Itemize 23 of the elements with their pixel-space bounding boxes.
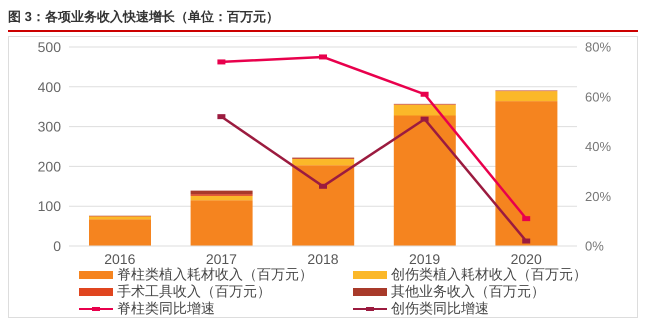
y-tick-label: 200 (38, 158, 62, 174)
x-tick-label: 2018 (307, 250, 339, 267)
legend-label: 手术工具收入（百万元） (117, 283, 271, 300)
x-tick-label: 2016 (104, 250, 136, 267)
y2-tick-label: 0% (585, 238, 604, 254)
legend-label: 创伤类同比增速 (391, 300, 489, 317)
x-tick-label: 2017 (206, 250, 238, 267)
y2-tick-label: 40% (585, 139, 612, 154)
y-tick-label: 500 (38, 38, 62, 55)
y2-tick-label: 60% (585, 89, 612, 104)
x-tick-label: 2020 (510, 250, 542, 267)
y2-tick-label: 80% (585, 40, 612, 55)
x-tick-label: 2019 (409, 250, 440, 267)
legend-label: 其他业务收入（百万元） (391, 283, 545, 300)
y-tick-label: 300 (38, 118, 62, 135)
y2-tick-label: 20% (585, 188, 612, 204)
chart-title: 图 3：各项业务收入快速增长（单位：百万元） (8, 8, 638, 32)
legend-label: 创伤类植入耗材收入（百万元） (391, 266, 587, 283)
legend-label: 脊柱类植入耗材收入（百万元） (117, 266, 313, 283)
y-tick-label: 0 (53, 238, 62, 254)
y-tick-label: 400 (38, 78, 62, 95)
legend-label: 脊柱类同比增速 (117, 300, 215, 317)
y-tick-label: 100 (38, 198, 62, 214)
